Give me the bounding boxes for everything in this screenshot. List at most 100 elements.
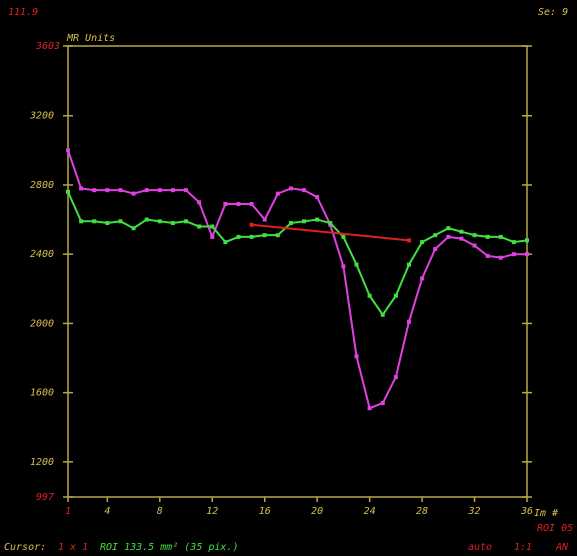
- data-point: [406, 319, 411, 324]
- y-tick-label: 2400: [30, 249, 54, 260]
- data-point: [105, 221, 110, 226]
- data-point: [459, 236, 464, 241]
- y-tick-label: 2000: [30, 318, 54, 329]
- data-point: [406, 238, 411, 243]
- data-point: [249, 222, 254, 227]
- extra: AN: [555, 542, 569, 553]
- data-point: [210, 224, 215, 229]
- data-point: [131, 191, 136, 196]
- data-point: [420, 240, 425, 245]
- data-point: [315, 217, 320, 222]
- zoom-mode: auto: [468, 542, 492, 553]
- data-point: [341, 264, 346, 269]
- data-point: [249, 234, 254, 239]
- data-point: [144, 188, 149, 193]
- data-point: [498, 234, 503, 239]
- data-point: [354, 354, 359, 359]
- data-point: [131, 226, 136, 231]
- zoom: 1:1: [514, 542, 532, 553]
- data-point: [223, 240, 228, 245]
- data-point: [157, 219, 162, 224]
- data-point: [262, 233, 267, 238]
- data-point: [367, 293, 372, 298]
- data-point: [66, 148, 70, 153]
- data-point: [380, 312, 385, 317]
- data-point: [157, 188, 162, 193]
- data-point: [302, 219, 307, 224]
- data-point: [472, 233, 477, 238]
- plot-frame: [67, 45, 528, 498]
- data-point: [275, 233, 280, 238]
- x-tick-label: 20: [311, 506, 323, 517]
- data-point: [459, 229, 464, 234]
- data-point: [302, 188, 307, 193]
- x-tick-label: 1: [65, 506, 71, 517]
- data-point: [288, 221, 293, 226]
- x-tick-label: 32: [468, 506, 481, 517]
- data-point: [328, 221, 333, 226]
- x-tick-label: 24: [364, 506, 376, 517]
- data-point: [511, 240, 516, 245]
- data-point: [79, 186, 84, 191]
- data-point: [446, 226, 451, 231]
- data-point: [105, 188, 110, 193]
- x-tick-label: 36: [520, 506, 533, 517]
- data-point: [525, 252, 529, 257]
- data-point: [118, 219, 123, 224]
- x-tick-label: 4: [104, 506, 110, 517]
- x-tick-label: 28: [416, 506, 428, 517]
- data-point: [170, 221, 175, 226]
- data-point: [420, 276, 425, 281]
- data-point: [380, 401, 385, 406]
- data-point: [236, 202, 241, 207]
- x-tick-label: 8: [157, 506, 163, 517]
- series-line: [67, 150, 527, 410]
- data-point: [275, 191, 280, 196]
- x-tick-label: 16: [259, 506, 271, 517]
- data-point: [79, 219, 84, 224]
- data-point: [236, 234, 241, 239]
- data-point: [66, 189, 70, 194]
- y-tick-label: 1600: [30, 388, 54, 399]
- cursor-value: 1 x 1: [58, 542, 88, 553]
- series-line: [251, 223, 410, 242]
- y-axis-label: MR Units: [66, 33, 115, 44]
- data-point: [485, 253, 490, 258]
- header-left: 111.9: [8, 7, 38, 18]
- data-point: [184, 188, 189, 193]
- data-point: [433, 233, 438, 238]
- data-point: [249, 202, 254, 207]
- data-point: [341, 234, 346, 239]
- y-tick-label: 1200: [30, 457, 54, 468]
- x-axis-label: Im #: [534, 508, 559, 519]
- data-point: [92, 219, 97, 224]
- data-point: [354, 262, 359, 267]
- y-tick-label: 3603: [35, 41, 60, 52]
- roi-label: ROI 05: [537, 523, 573, 534]
- data-point: [197, 224, 202, 229]
- data-point: [446, 234, 451, 239]
- data-point: [170, 188, 175, 193]
- header-right: Se: 9: [538, 7, 568, 18]
- data-point: [472, 243, 477, 248]
- data-point: [223, 202, 228, 207]
- data-point: [498, 255, 503, 260]
- data-point: [367, 406, 372, 411]
- roi-info: ROI 133.5 mm² (35 pix.): [100, 542, 238, 553]
- data-point: [144, 217, 149, 222]
- series-line: [67, 191, 528, 317]
- data-point: [184, 219, 189, 224]
- y-tick-label: 997: [36, 492, 54, 503]
- data-point: [92, 188, 97, 193]
- data-point: [262, 217, 267, 222]
- data-point: [433, 247, 438, 252]
- data-point: [525, 238, 529, 243]
- y-tick-label: 3200: [29, 111, 54, 122]
- data-point: [197, 200, 202, 205]
- y-tick-label: 2800: [30, 180, 54, 191]
- data-point: [210, 234, 215, 239]
- data-point: [393, 293, 398, 298]
